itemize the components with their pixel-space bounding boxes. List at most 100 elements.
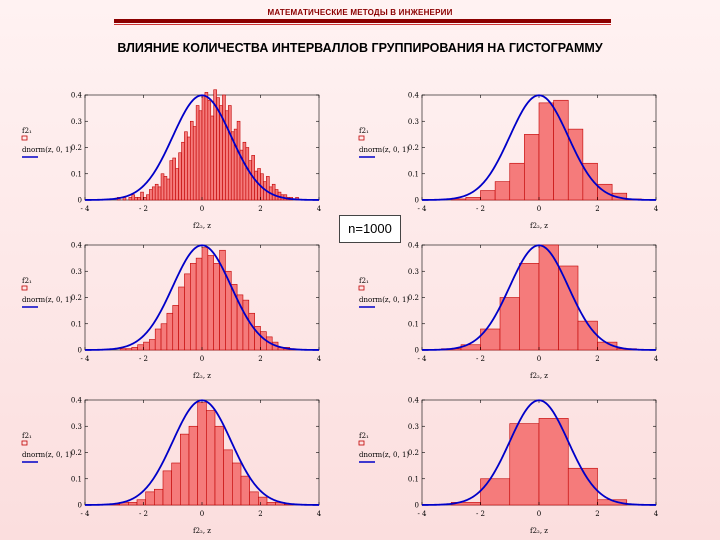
histogram-chart-1: - 4 - 2 0 2 4 0 0.1 0.2 0.3 0.4 f2₁ dnorm(z, 0, 1) f… [21, 89, 322, 230]
y-tick-label: 0.4 [71, 242, 83, 250]
y-tick-label: 0.2 [408, 294, 419, 302]
x-tick-label: - 4 [80, 510, 90, 518]
y-tick-label: 0 [415, 197, 419, 205]
x-tick-label: - 2 [139, 355, 148, 363]
histogram-bar [187, 136, 191, 201]
histogram-bar [509, 423, 540, 506]
histogram-bar [524, 134, 540, 201]
histogram-bar [204, 92, 209, 201]
histogram-bar [192, 126, 197, 201]
histogram-bar [143, 341, 150, 351]
density-curve [422, 399, 656, 506]
histogram-bar [180, 433, 190, 506]
histogram-bar [137, 197, 141, 201]
y-tick-label: 0 [78, 197, 82, 205]
y-tick-label: 0.4 [408, 92, 420, 100]
header-rule [114, 19, 611, 23]
histogram-chart-3: - 4 - 2 0 2 4 0 0.1 0.2 0.3 0.4 f2₁ dnorm(z, 0, 1) f… [21, 242, 322, 380]
histogram-chart-5: - 4 - 2 0 2 4 0 0.1 0.2 0.3 0.4 f2₁ dnorm(z, 0, 1) f… [21, 397, 322, 535]
x-tick-label: - 2 [476, 205, 485, 213]
histogram-bar [480, 478, 511, 506]
histogram-bar [190, 120, 194, 201]
histogram-bar [197, 402, 207, 506]
histogram-bar [190, 263, 197, 351]
x-tick-label: 2 [595, 510, 599, 518]
histogram-bar [149, 189, 153, 201]
y-tick-label: 0.4 [408, 397, 420, 405]
y-tick-label: 0.2 [71, 294, 82, 302]
y-tick-label: 0 [415, 502, 419, 510]
x-tick-label: 2 [595, 355, 599, 363]
histogram-bar [198, 110, 203, 201]
y-tick-label: 0.4 [71, 397, 83, 405]
histogram-bar [178, 152, 182, 201]
y-tick-label: 0.3 [71, 268, 82, 276]
y-tick-label: 0.1 [408, 320, 419, 328]
histogram-bar [181, 141, 185, 201]
slide-header: МАТЕМАТИЧЕСКИЕ МЕТОДЫ В ИНЖЕНЕРИИ [267, 8, 453, 17]
x-tick-label: 0 [537, 205, 541, 213]
histogram-bar [157, 186, 162, 201]
histogram-bar [236, 120, 241, 201]
y-tick-label: 0.1 [408, 170, 419, 178]
y-tick-label: 0.2 [71, 144, 82, 152]
x-tick-label: - 4 [80, 355, 90, 363]
x-axis-label: f2₂, z [530, 372, 548, 380]
x-tick-label: - 4 [80, 205, 90, 213]
legend-label-curve: dnorm(z, 0, 1) [22, 146, 72, 154]
legend-swatch-histogram [358, 285, 365, 291]
x-tick-label: 0 [200, 510, 204, 518]
histogram-bar [184, 273, 191, 351]
histogram-bar [154, 328, 162, 351]
histogram-bar [223, 449, 233, 506]
histogram-bar [172, 157, 176, 201]
histogram-bar [131, 347, 138, 351]
histogram-bar [188, 425, 198, 506]
histogram-bar [248, 160, 253, 201]
histogram-bar [149, 339, 156, 351]
y-tick-label: 0.3 [408, 118, 419, 126]
y-tick-label: 0 [78, 502, 82, 510]
histogram-bar [207, 255, 215, 351]
legend-swatch-histogram [358, 440, 365, 446]
histogram-chart-2: - 4 - 2 0 2 4 0 0.1 0.2 0.3 0.4 f2₁ dnorm(z, 0, 1) f… [358, 92, 659, 230]
y-tick-label: 0.1 [71, 320, 82, 328]
x-tick-label: 2 [258, 205, 262, 213]
histogram-bar [154, 183, 159, 201]
histogram-bar [160, 323, 168, 351]
histogram-bar [171, 462, 181, 506]
histogram-bar [125, 348, 133, 351]
histogram-bar [136, 499, 146, 506]
histogram-bar [172, 305, 179, 351]
sample-size-label: n=1000 [339, 215, 401, 243]
histogram-bar [201, 247, 209, 351]
y-tick-label: 0.4 [71, 92, 83, 100]
histogram-bar [131, 194, 136, 201]
histogram-bar [178, 286, 185, 351]
x-tick-label: 2 [258, 355, 262, 363]
x-tick-label: 2 [595, 205, 599, 213]
y-tick-label: 0.3 [71, 423, 82, 431]
x-tick-label: - 2 [476, 510, 485, 518]
histogram-bar [140, 191, 144, 201]
x-tick-label: 4 [317, 355, 322, 363]
histogram-bar [163, 176, 168, 201]
histogram-bar [201, 94, 206, 201]
legend-label-curve: dnorm(z, 0, 1) [22, 296, 72, 304]
histogram-bar [214, 425, 224, 506]
histogram-bar [145, 491, 155, 506]
histogram-bar [258, 496, 268, 506]
histogram-chart-6: - 4 - 2 0 2 4 0 0.1 0.2 0.3 0.4 f2₁ dnorm(z, 0, 1) f… [358, 397, 659, 535]
y-tick-label: 0 [415, 347, 419, 355]
x-tick-label: - 2 [476, 355, 485, 363]
header-rule-thin [114, 24, 611, 25]
histogram-bar [154, 488, 164, 506]
y-tick-label: 0 [78, 347, 82, 355]
x-tick-label: 0 [200, 205, 204, 213]
legend-swatch-histogram [21, 440, 28, 446]
histogram-bar [558, 265, 579, 351]
histogram-bar [245, 147, 250, 201]
histogram-bar [166, 312, 174, 351]
histogram-bar [134, 197, 138, 201]
histogram-bar [233, 128, 238, 201]
